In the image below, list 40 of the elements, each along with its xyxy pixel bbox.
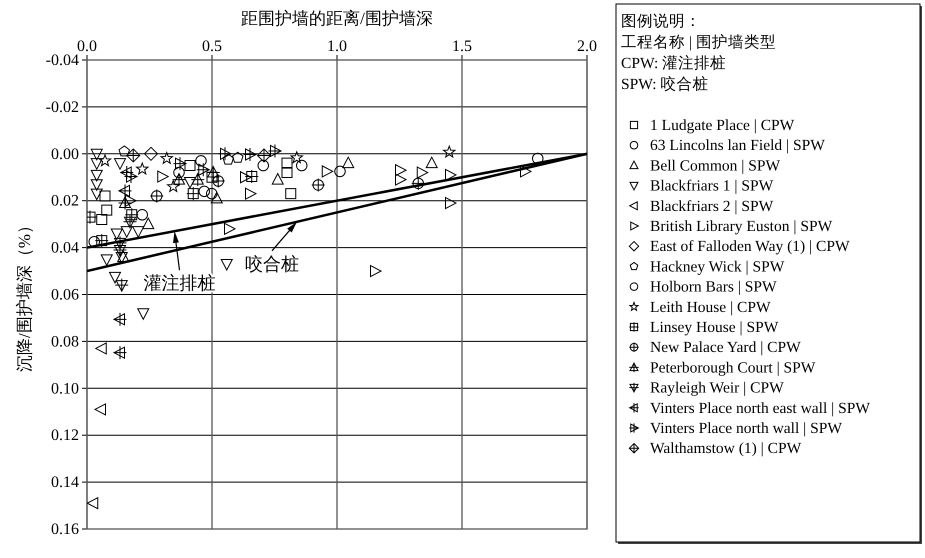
legend-label: 1 Ludgate Place | CPW — [650, 117, 795, 134]
legend-label: Rayleigh Weir | CPW — [650, 380, 784, 397]
legend-label: Walthamstow (1) | CPW — [650, 440, 802, 458]
legend-label: East of Falloden Way (1) | CPW — [650, 238, 850, 256]
x-tick-label: 1.5 — [452, 38, 472, 55]
y-tick-label: 0.02 — [51, 192, 79, 210]
text: 工程名称 | 围护墙类型 — [621, 33, 776, 51]
x-tick-label: 1.0 — [327, 38, 347, 55]
text: SPW: 咬合桩 — [621, 75, 708, 93]
legend-label: 63 Lincolns lan Field | SPW — [650, 137, 826, 154]
legend-label: Peterborough Court | SPW — [650, 359, 816, 376]
x-tick-label: 0.0 — [77, 38, 97, 55]
legend-label: British Library Euston | SPW — [650, 218, 833, 235]
y-tick-label: 0.12 — [51, 427, 79, 444]
y-tick-label: 0.06 — [51, 286, 79, 304]
x-tick-label: 0.5 — [202, 38, 222, 55]
y-tick-label: -0.02 — [46, 98, 79, 116]
y-axis-title: 沉降/围护墙深（%） — [15, 217, 34, 372]
x-axis-title: 距围护墙的距离/围护墙深 — [241, 9, 433, 28]
y-tick-label: 0.00 — [51, 146, 79, 163]
legend-label: Leith House | CPW — [650, 298, 771, 316]
y-tick-label: -0.04 — [46, 52, 79, 69]
text: CPW: 灌注排桩 — [621, 54, 726, 72]
y-tick-label: 0.16 — [51, 521, 79, 538]
legend-label: Linsey House | SPW — [650, 319, 779, 336]
legend-label: Vinters Place north wall | SPW — [650, 420, 842, 437]
legend-label: Bell Common | SPW — [650, 157, 780, 174]
legend-label: Blackfriars 2 | SPW — [650, 198, 774, 215]
x-tick-label: 2.0 — [577, 38, 597, 55]
legend-label: Hackney Wick | SPW — [650, 258, 785, 276]
y-tick-label: 0.08 — [51, 333, 79, 350]
y-tick-label: 0.14 — [51, 474, 79, 492]
legend-label: Holborn Bars | SPW — [650, 278, 778, 296]
legend-label: New Palace Yard | CPW — [650, 339, 802, 356]
legend-label: Blackfriars 1 | SPW — [650, 178, 774, 195]
legend-label: Vinters Place north east wall | SPW — [650, 400, 870, 417]
y-tick-label: 0.10 — [51, 380, 79, 398]
annotation: 咬合桩 — [245, 254, 299, 274]
y-tick-label: 0.04 — [51, 240, 79, 257]
legend-title: 图例说明： — [621, 12, 701, 30]
